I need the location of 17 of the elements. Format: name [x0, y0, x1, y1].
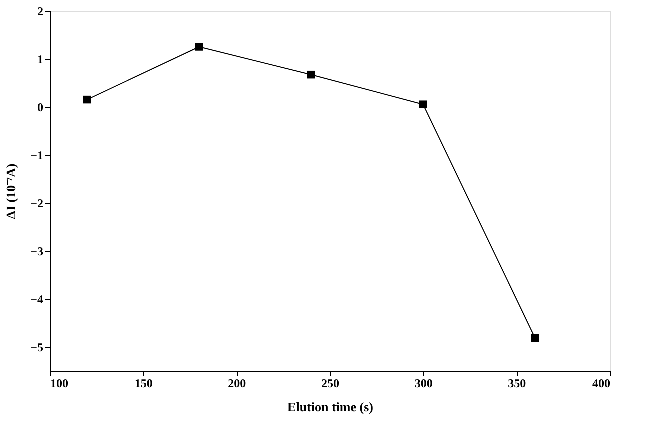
x-tick-label: 100 [50, 376, 68, 390]
y-tick-label: 1 [38, 52, 44, 66]
y-axis-title: ΔI (10⁻⁷A) [4, 164, 19, 220]
x-tick-label: 400 [592, 376, 610, 390]
y-tick-label: −3 [30, 244, 44, 258]
y-tick-label: 2 [38, 4, 44, 18]
y-tick-label: −2 [30, 196, 44, 210]
y-tick-label: −5 [30, 340, 44, 354]
x-tick-label: 300 [414, 376, 433, 390]
x-tick-label: 200 [228, 376, 246, 390]
x-axis-title: Elution time (s) [288, 400, 374, 414]
y-tick-label: 0 [38, 100, 44, 114]
x-tick-label: 150 [134, 376, 153, 390]
x-tick-label: 350 [508, 376, 526, 390]
y-tick-label: −1 [30, 148, 44, 162]
y-tick-label: −4 [30, 292, 44, 306]
x-tick-label: 250 [322, 376, 340, 390]
